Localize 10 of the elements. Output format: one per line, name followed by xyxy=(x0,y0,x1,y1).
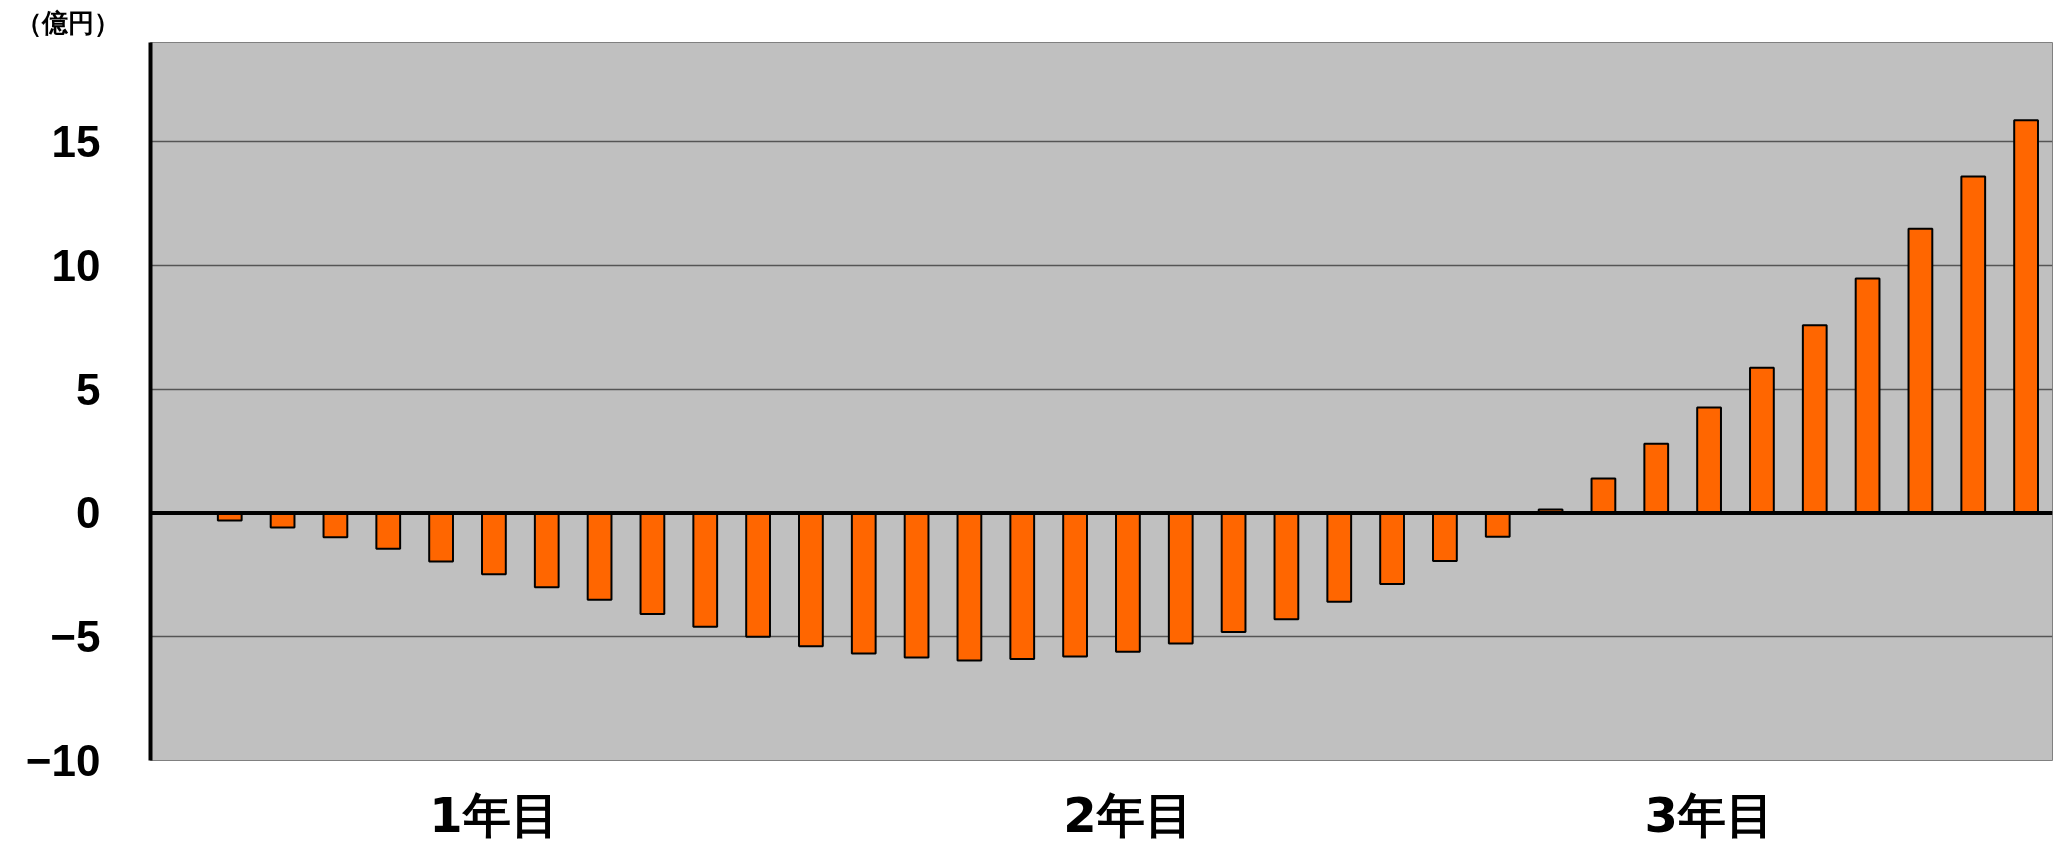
y-tick-label: 15 xyxy=(51,117,101,167)
y-tick-label: −10 xyxy=(25,736,101,785)
y-tick-label: 10 xyxy=(51,240,101,290)
y-tick-label: 5 xyxy=(76,364,101,414)
y-axis-title: （億円） xyxy=(15,7,120,38)
y-tick-label: −5 xyxy=(50,612,101,662)
x-tick-label: 3年目 xyxy=(1644,786,1774,843)
y-tick-label: 0 xyxy=(76,488,101,538)
x-tick-label: 1年目 xyxy=(429,786,559,843)
x-tick-label: 2年目 xyxy=(1063,786,1193,843)
